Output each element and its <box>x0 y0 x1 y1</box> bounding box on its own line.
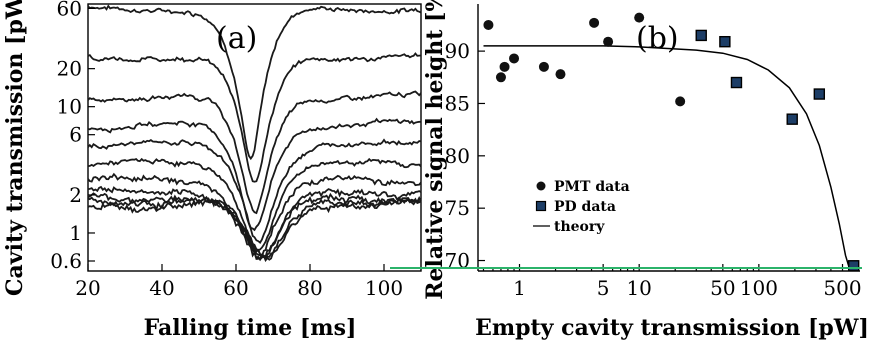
panel-a-y-axis-label: Cavity transmission [pW] <box>2 0 28 296</box>
panel-b-x-axis-label: Empty cavity transmission [pW] <box>475 315 869 341</box>
pmt-data-point <box>589 17 600 28</box>
b-x-tick-label: 100 <box>740 276 778 300</box>
a-y-tick-label: 60 <box>57 0 82 20</box>
b-x-tick-label: 50 <box>710 276 735 300</box>
pd-data-point <box>847 260 860 272</box>
pd-data-point <box>786 113 798 125</box>
a-y-tick-label: 6 <box>69 123 82 147</box>
transmission-trace <box>87 117 422 232</box>
pmt-data-point <box>538 61 549 72</box>
pmt-data-point <box>509 53 520 64</box>
b-y-tick-label: 85 <box>445 91 470 115</box>
pd-data-point <box>813 88 826 100</box>
pmt-data-point <box>499 61 510 72</box>
panel-b-label: (b) <box>636 21 679 56</box>
a-y-tick-label: 2 <box>69 183 82 207</box>
legend: PMT data PD data theory <box>533 179 630 235</box>
pmt-data-point <box>495 72 506 83</box>
panel-a-y-ticks: 0.6 1 2 6 10 20 60 <box>50 0 95 273</box>
a-x-tick-label: 20 <box>75 276 100 300</box>
theory-curve <box>483 45 851 272</box>
legend-pd-marker <box>535 200 547 212</box>
pmt-data-point <box>634 12 645 23</box>
a-x-tick-label: 100 <box>365 276 403 300</box>
pmt-data-point <box>675 96 686 107</box>
transmission-trace <box>87 197 422 263</box>
b-y-tick-label: 80 <box>445 144 470 168</box>
transmission-trace <box>87 90 422 215</box>
legend-pd-label: PD data <box>554 199 616 215</box>
panel-a: 20 40 60 80 100 0.6 1 2 6 10 20 60 (a) Falling tim… <box>2 0 422 341</box>
transmission-trace <box>87 192 422 259</box>
a-y-tick-label: 1 <box>69 221 82 245</box>
b-x-tick-label: 10 <box>626 276 651 300</box>
a-y-tick-label: 0.6 <box>50 249 82 273</box>
b-y-tick-label: 75 <box>445 196 470 220</box>
a-y-tick-label: 20 <box>57 57 82 81</box>
pmt-data-point <box>483 19 494 30</box>
pd-data-point <box>719 35 731 48</box>
transmission-trace <box>87 52 422 183</box>
panel-a-traces <box>87 4 422 263</box>
pmt-data-point <box>603 36 614 47</box>
panel-a-x-ticks: 20 40 60 80 100 <box>75 264 403 300</box>
transmission-trace <box>87 138 422 244</box>
pd-data-point <box>695 29 707 42</box>
pd-data-point <box>730 76 743 89</box>
b-y-tick-label: 90 <box>445 39 470 63</box>
a-x-tick-label: 80 <box>297 276 322 300</box>
transmission-trace <box>87 185 422 262</box>
a-y-tick-label: 10 <box>57 95 82 119</box>
panel-b-points <box>483 12 860 272</box>
panel-a-label: (a) <box>216 21 257 56</box>
legend-pmt-marker <box>536 181 546 191</box>
b-x-tick-label: 5 <box>597 276 610 300</box>
transmission-trace <box>87 196 422 262</box>
panel-a-axes-box <box>87 3 422 272</box>
panel-a-x-axis-label: Falling time [ms] <box>144 315 357 341</box>
panel-b-y-axis-label: Relative signal height [%] <box>422 0 448 300</box>
legend-pmt-label: PMT data <box>554 179 630 195</box>
b-x-tick-label: 1 <box>513 276 526 300</box>
a-x-tick-label: 40 <box>149 276 174 300</box>
pmt-data-point <box>555 69 566 80</box>
transmission-trace <box>87 4 422 161</box>
a-x-tick-label: 60 <box>223 276 248 300</box>
legend-theory-label: theory <box>554 219 605 235</box>
panel-b-x-ticks: 1 5 10 50 100 500 <box>482 264 862 300</box>
b-x-tick-label: 500 <box>823 276 861 300</box>
